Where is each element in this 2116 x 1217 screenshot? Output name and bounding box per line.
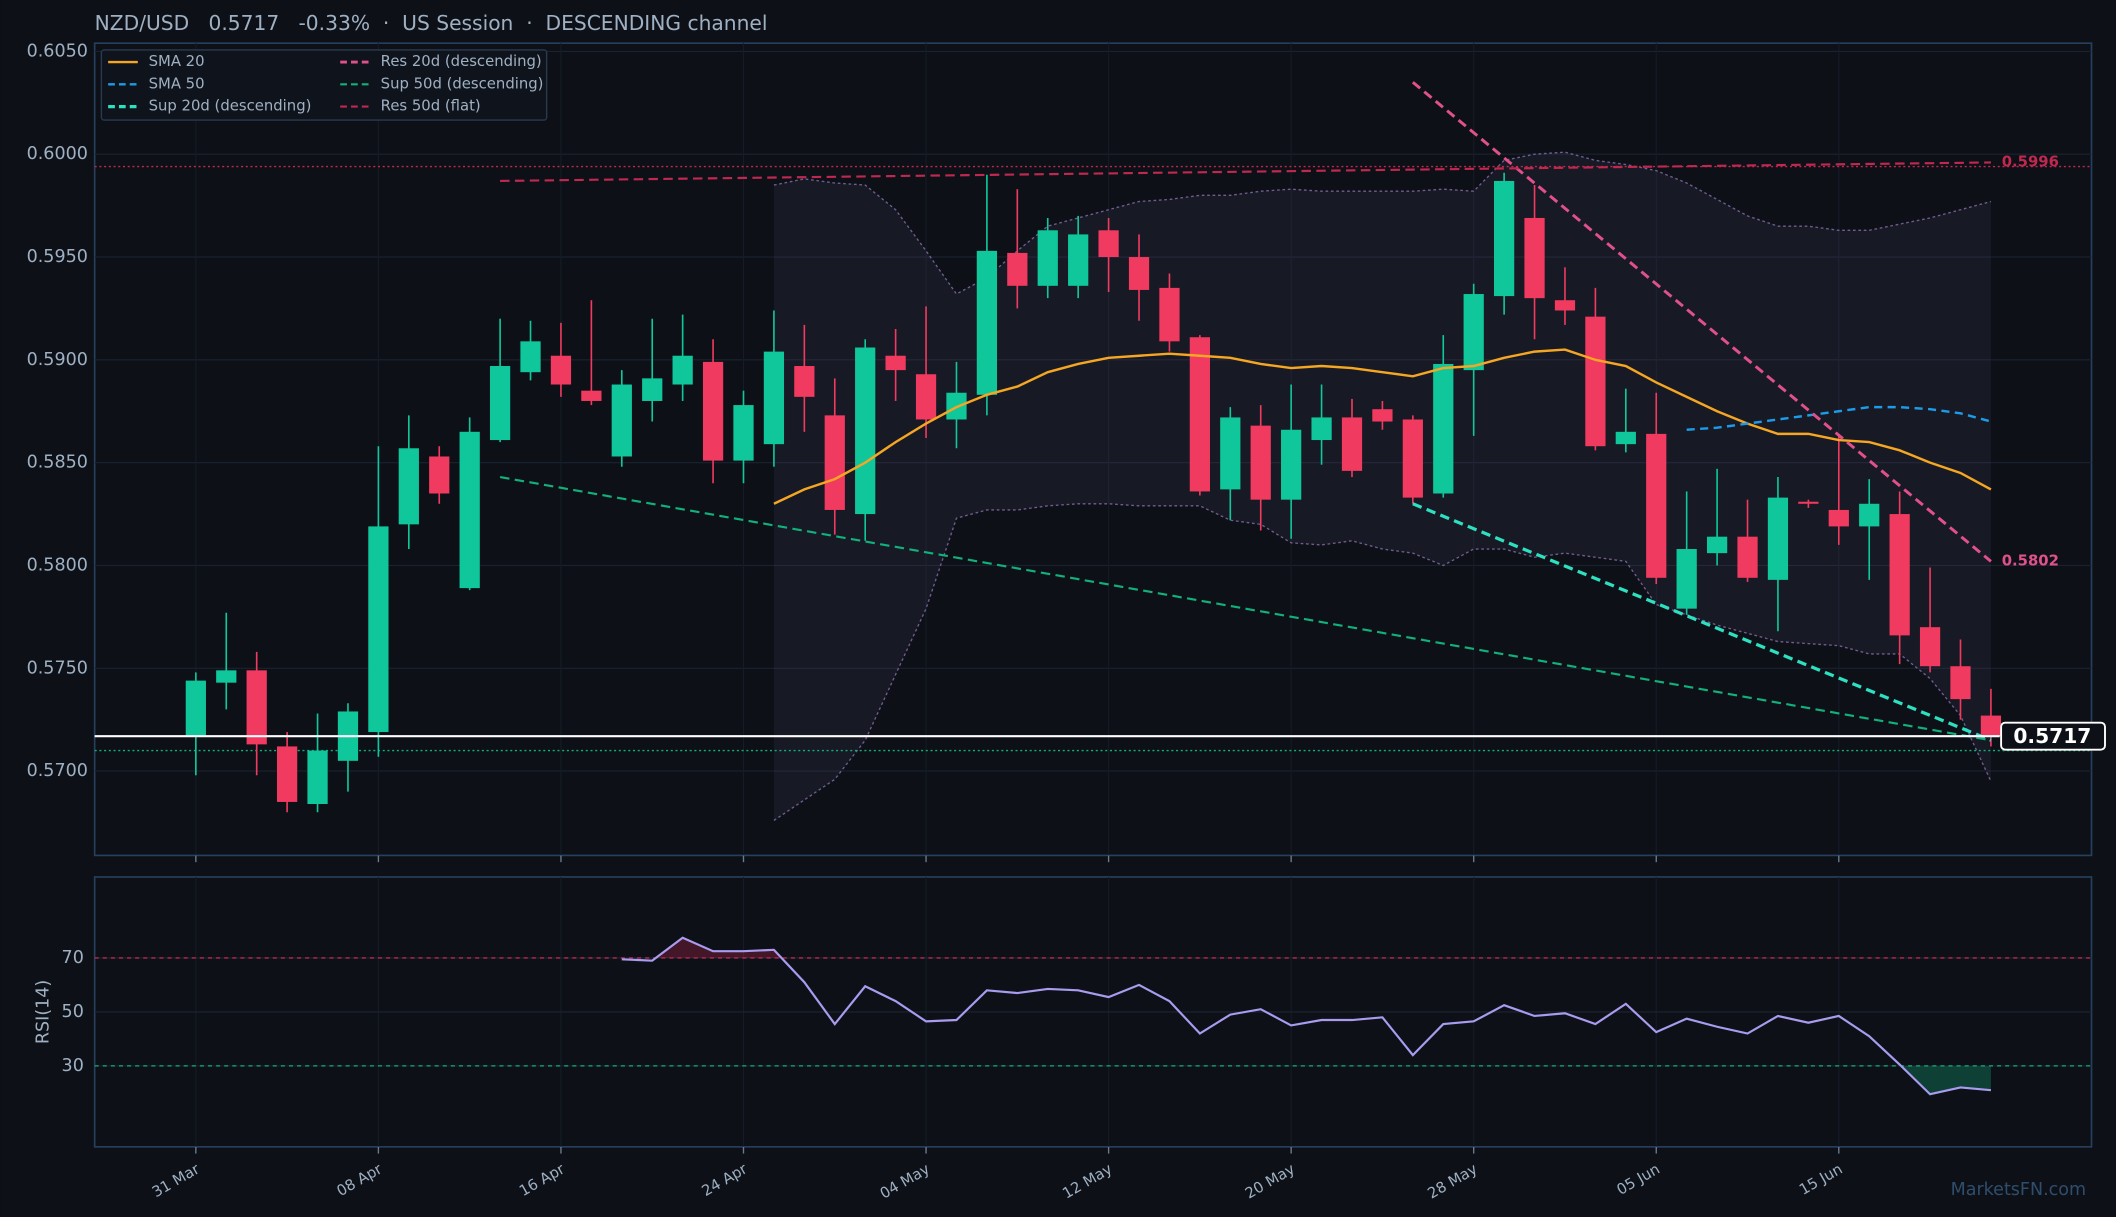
candle-body: [1159, 287, 1180, 342]
candle-body: [459, 431, 480, 589]
candle-body: [1433, 363, 1454, 494]
candle-body: [1402, 419, 1423, 498]
candle-body: [1798, 501, 1819, 504]
candle-body: [672, 355, 693, 385]
y-tick-label: 0.5900: [27, 350, 88, 370]
candle-body: [520, 341, 541, 373]
candle-body: [1950, 666, 1971, 700]
candle-body: [1068, 234, 1089, 286]
rsi-line: [621, 936, 1992, 1096]
candle-body: [1919, 627, 1941, 667]
last-price-box: [2000, 721, 2106, 751]
overbought-fill: [621, 937, 1991, 958]
last-price-label: 0.5717: [2013, 724, 2091, 748]
trend-line: [1412, 502, 1992, 742]
candle-body: [398, 448, 419, 525]
y-tick-label: 0.5750: [27, 658, 88, 678]
legend-box: [100, 49, 548, 121]
candle-body: [368, 526, 389, 733]
band-area: [773, 152, 1991, 821]
candle-body: [277, 746, 298, 802]
candle-body: [1737, 536, 1758, 578]
y-tick-label: 0.5800: [27, 555, 88, 575]
y-tick-label: 0.5700: [27, 761, 88, 781]
legend-label: Res 20d (descending): [381, 53, 542, 70]
candle-body: [429, 456, 450, 494]
candle-body: [1615, 431, 1636, 445]
candle-body: [1037, 230, 1058, 286]
candle-body: [1859, 503, 1880, 527]
candle-body: [1341, 417, 1363, 471]
candle-body: [855, 347, 876, 515]
overlay-line: [773, 348, 1992, 505]
candle-body: [1494, 180, 1515, 297]
candle-body: [581, 390, 602, 401]
y-tick-label: 0.6000: [27, 144, 88, 164]
price-layer: [94, 81, 2092, 822]
candle-body: [1828, 509, 1849, 527]
watermark: MarketsFN.com: [1951, 1180, 2086, 1200]
legend-label: SMA 20: [149, 53, 205, 70]
candle-body: [1889, 514, 1910, 636]
y-tick-label: 0.5850: [27, 453, 88, 473]
candle-body: [1220, 417, 1241, 490]
candle-body: [1281, 429, 1302, 500]
candle-body: [1706, 536, 1728, 554]
trend-line: [1411, 81, 1992, 563]
y-tick-label: 0.6050: [27, 41, 88, 61]
candle-body: [1098, 230, 1119, 258]
legend-label: Sup 50d (descending): [381, 75, 544, 92]
candle-body: [1007, 252, 1028, 286]
y-tick-label: 70: [62, 948, 84, 968]
candle-body: [1676, 549, 1697, 609]
candle-body: [885, 355, 906, 371]
candle-body: [1250, 425, 1271, 500]
trend-label: 0.5996: [2002, 153, 2059, 170]
candle-body: [702, 361, 724, 461]
candle-body: [185, 680, 206, 737]
candle-body: [1372, 409, 1393, 422]
candle-body: [976, 250, 998, 395]
y-tick-label: 50: [62, 1002, 84, 1022]
candle-body: [763, 351, 785, 445]
candle-body: [733, 405, 754, 461]
legend-label: Sup 20d (descending): [149, 98, 312, 115]
rsi-axis-label: RSI(14): [33, 980, 53, 1044]
trend-label: 0.5802: [2002, 552, 2059, 569]
candle-body: [642, 378, 663, 401]
candle-body: [1524, 217, 1545, 299]
candle-body: [1980, 715, 2002, 737]
band-line: [773, 503, 1992, 822]
candle-body: [1189, 337, 1210, 492]
overlay-line: [1686, 405, 1992, 431]
chart-title: NZD/USD 0.5717 -0.33% · US Session · DES…: [95, 11, 768, 35]
candle-body: [550, 355, 572, 385]
price-panel: [93, 42, 2093, 857]
candle-body: [1463, 294, 1484, 371]
trend-line: [500, 161, 1991, 183]
candle-body: [611, 384, 632, 457]
candle-body: [1646, 433, 1667, 578]
candle-body: [1767, 497, 1789, 580]
legend-label: Res 50d (flat): [381, 98, 481, 115]
y-tick-label: 0.5950: [27, 247, 88, 267]
candle-body: [307, 750, 328, 805]
candle-body: [824, 415, 845, 510]
candle-body: [1554, 300, 1576, 311]
candle-body: [489, 366, 511, 441]
candle-body: [246, 670, 267, 745]
candle-body: [1311, 417, 1332, 441]
legend-label: SMA 50: [149, 75, 205, 92]
candle-body: [915, 374, 937, 420]
candle-body: [1128, 257, 1150, 290]
candle-body: [1585, 316, 1606, 447]
trend-line: [499, 475, 1992, 742]
candle-body: [794, 366, 815, 397]
y-tick-label: 30: [62, 1056, 84, 1076]
candle-body: [216, 670, 237, 683]
